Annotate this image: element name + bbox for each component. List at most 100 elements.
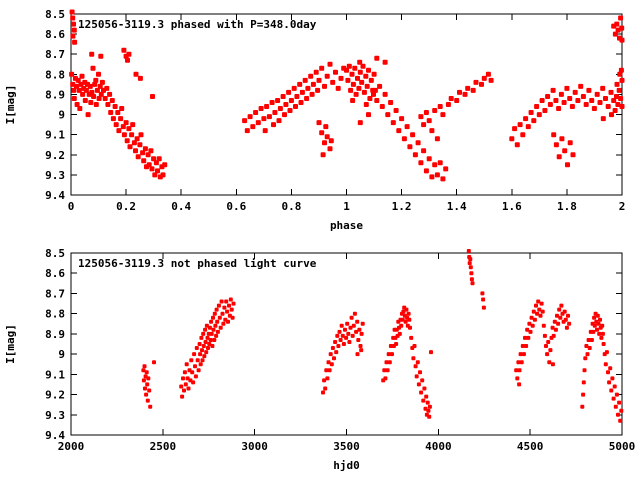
data-point: [211, 327, 216, 332]
data-point: [322, 83, 327, 89]
y-tick-label: 8.8: [45, 308, 65, 321]
data-point: [316, 120, 322, 126]
data-point: [408, 325, 412, 330]
data-point: [409, 335, 414, 340]
data-point: [550, 362, 555, 367]
data-point: [553, 142, 559, 148]
data-point: [615, 102, 621, 107]
data-point: [204, 350, 209, 355]
data-point: [184, 362, 189, 367]
data-point: [349, 315, 354, 320]
data-point: [516, 360, 521, 365]
data-point: [198, 362, 203, 367]
data-point: [619, 104, 625, 109]
data-point: [207, 342, 212, 346]
data-point: [328, 138, 334, 144]
data-point: [591, 106, 597, 111]
data-point: [600, 323, 605, 328]
data-point: [618, 418, 623, 423]
data-point: [366, 112, 371, 118]
data-point: [372, 87, 378, 93]
data-point: [599, 335, 604, 340]
data-point: [121, 47, 127, 53]
y-axis-label: I[mag]: [4, 85, 17, 125]
data-point: [323, 124, 329, 130]
data-point: [343, 327, 347, 332]
y-tick-label: 9.4: [45, 189, 65, 202]
data-point: [368, 77, 374, 83]
data-point: [609, 388, 614, 393]
data-point: [209, 319, 214, 324]
data-point: [537, 307, 542, 312]
data-point: [183, 382, 188, 387]
data-point: [468, 265, 473, 270]
data-point: [387, 360, 392, 365]
data-point: [580, 94, 586, 99]
data-point: [94, 87, 100, 93]
data-point: [423, 110, 429, 115]
data-point: [353, 91, 359, 97]
data-point: [583, 356, 588, 361]
data-points-group: [69, 9, 625, 182]
data-point: [155, 168, 160, 174]
data-point: [561, 100, 567, 105]
data-point: [138, 132, 144, 138]
data-point: [423, 168, 429, 174]
data-point: [466, 249, 471, 253]
data-point: [69, 9, 75, 15]
data-point: [488, 77, 494, 83]
data-point: [200, 358, 205, 363]
data-point: [519, 360, 524, 365]
data-point: [137, 142, 143, 148]
data-point: [426, 156, 432, 162]
data-point: [399, 323, 404, 328]
data-point: [520, 132, 526, 138]
data-point: [553, 98, 559, 103]
data-point: [485, 71, 491, 77]
data-point: [536, 299, 541, 304]
data-point: [437, 104, 443, 109]
data-point: [415, 360, 420, 365]
data-point: [356, 338, 361, 342]
data-point: [462, 91, 468, 97]
data-point: [616, 87, 622, 93]
data-point: [348, 87, 354, 93]
data-point: [105, 102, 111, 107]
data-point: [319, 65, 325, 71]
data-point: [360, 63, 366, 69]
data-point: [523, 335, 527, 340]
data-point: [70, 81, 76, 87]
data-point: [617, 400, 622, 405]
data-point: [327, 368, 332, 373]
data-point: [469, 277, 474, 282]
data-point: [133, 71, 139, 77]
data-points-group: [141, 249, 624, 423]
data-point: [357, 59, 363, 65]
data-point: [214, 307, 219, 312]
data-point: [275, 98, 281, 103]
data-point: [145, 382, 150, 387]
data-point: [146, 376, 151, 381]
data-point: [619, 77, 625, 83]
data-point: [604, 350, 609, 355]
data-point: [542, 108, 548, 113]
x-tick-label: 3500: [333, 440, 360, 453]
data-point: [325, 376, 330, 381]
y-tick-label: 9.3: [45, 409, 65, 422]
y-tick-label: 9.3: [45, 169, 65, 182]
data-point: [467, 261, 472, 266]
data-point: [277, 106, 283, 111]
data-point: [613, 404, 618, 409]
data-point: [427, 404, 432, 409]
y-tick-label: 8.9: [45, 328, 65, 341]
data-point: [221, 321, 226, 326]
data-point: [335, 85, 341, 91]
data-point: [559, 303, 564, 308]
x-tick-label: 0: [68, 200, 75, 213]
data-point: [203, 327, 208, 332]
data-point: [421, 148, 427, 154]
chart-panel-phased: 0 0.2 0.4 0.6 0.8 1 1.2 1.4 1.6 1.8 2 8.5 8.6 8.7 8.8 8…: [4, 8, 625, 232]
data-point: [595, 327, 599, 332]
data-point: [479, 81, 484, 87]
data-point: [532, 317, 537, 322]
